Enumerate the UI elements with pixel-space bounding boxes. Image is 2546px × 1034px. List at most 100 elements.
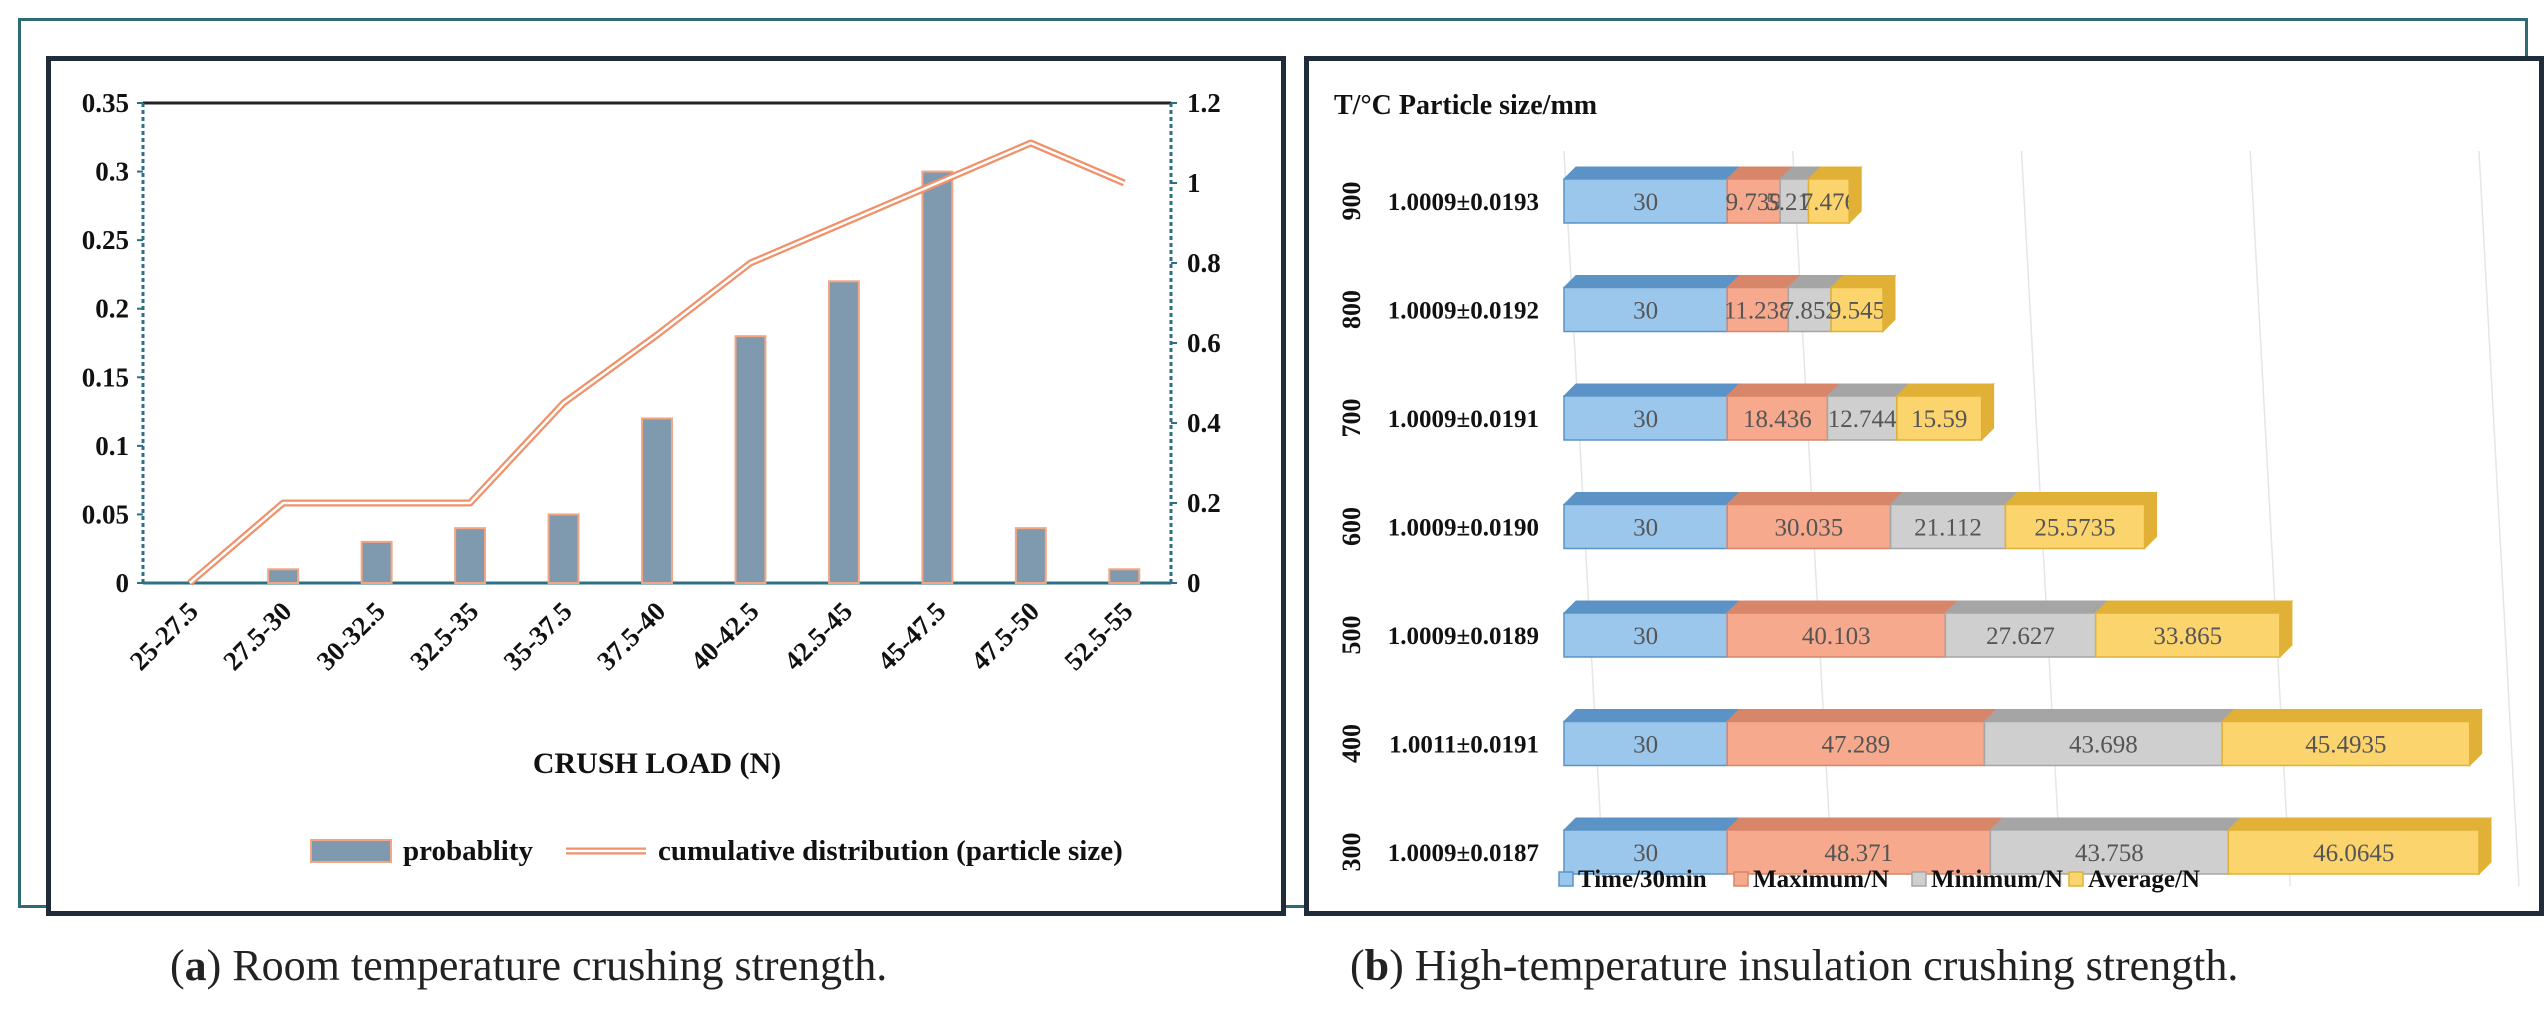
legend-label: Time/30min: [1578, 866, 1707, 893]
bar-segment-top: [2227, 817, 2493, 831]
bar-segment: [1726, 286, 1790, 333]
y-tick-label: 0.25: [82, 225, 129, 255]
bar-segment-top: [1562, 709, 1741, 722]
bar-segment: [1563, 612, 1728, 658]
row-size-label: 1.0009±0.0187: [1388, 840, 1539, 867]
legend-swatch: [1911, 871, 1927, 887]
row-temperature-label: 300: [1337, 833, 1366, 872]
bar-side-face: [2279, 599, 2293, 659]
y-tick-label: 0.1: [95, 431, 129, 461]
y2-tick-label: 0.4: [1187, 408, 1221, 438]
bar: [921, 170, 954, 584]
bar-side-face: [2144, 491, 2158, 550]
x-tick-label: 32.5-35: [404, 596, 484, 676]
row-size-label: 1.0009±0.0192: [1388, 298, 1539, 325]
bar-segment: [1983, 720, 2223, 767]
bar-segment: [1563, 286, 1728, 333]
bar-segment: [2221, 720, 2471, 767]
row-size-label: 1.0011±0.0191: [1389, 732, 1539, 759]
y2-tick-label: 1.2: [1187, 88, 1221, 118]
bar-segment-top: [1725, 383, 1841, 397]
x-axis-label: CRUSH LOAD (N): [533, 747, 781, 780]
bar-segment-top: [1989, 817, 2242, 831]
bar-data-label: 18.436: [1743, 406, 1812, 433]
chart-b: T/°C Particle size/mm 900 1.0009±0.0193 30 9…: [1334, 90, 2520, 893]
bar-segment: [1779, 178, 1810, 224]
bar-segment-top: [1983, 709, 2236, 722]
bar-segment: [1563, 720, 1728, 767]
bar-segment-top: [1725, 600, 1959, 614]
bar-data-label: 11.238: [1724, 298, 1792, 325]
x-tick-label: 35-37.5: [498, 596, 578, 676]
bar: [1014, 527, 1047, 584]
bar-data-label: 27.627: [1986, 623, 2055, 650]
bar-segment: [1726, 612, 1947, 658]
bar-data-label: 40.103: [1802, 623, 1871, 650]
bar-segment: [1563, 178, 1728, 224]
bar-segment-top: [1725, 492, 1904, 505]
y2-tick-label: 0: [1187, 568, 1201, 598]
bar-side-face: [1848, 165, 1862, 225]
bar-segment-top: [1826, 383, 1911, 397]
y-tick-label: 0.35: [82, 88, 129, 118]
bar-segment-top: [1725, 275, 1802, 288]
bar-segment-top: [1725, 709, 1998, 722]
bar-side-face: [2478, 816, 2492, 876]
row-size-label: 1.0009±0.0193: [1388, 189, 1539, 216]
legend-label: Average/N: [2088, 866, 2200, 893]
bar-side-face: [1981, 382, 1995, 442]
y2-tick-label: 0.2: [1187, 488, 1221, 518]
bar-segment-top: [2220, 709, 2483, 722]
caption-a-text: Room temperature crushing strength.: [232, 941, 888, 990]
legend-label-line: cumulative distribution (particle size): [658, 835, 1123, 867]
bar: [267, 568, 300, 584]
bar: [734, 335, 767, 584]
bar-segment-top: [1889, 492, 2019, 505]
x-tick-label: 45-47.5: [872, 596, 952, 676]
bar-data-label: 43.698: [2069, 732, 2138, 759]
y2-tick-label: 1: [1187, 168, 1201, 198]
legend-swatch: [1558, 871, 1574, 887]
row-temperature-label: 900: [1337, 182, 1366, 221]
y-tick-label: 0.05: [82, 499, 129, 529]
bar-data-label: 45.4935: [2305, 732, 2386, 759]
x-tick-label: 40-42.5: [685, 596, 765, 676]
bar-segment-top: [1725, 817, 2004, 831]
bar-segment: [1726, 720, 1986, 767]
row-temperature-label: 800: [1337, 290, 1366, 329]
bar-side-face: [2469, 708, 2483, 767]
figure-frame: 0 0.05 0.1 0.15 0.2 0.25 0.3 0.35 0 0.2 0.4 0.6 0.8 1…: [18, 18, 2544, 916]
bar-data-label: 47.289: [1821, 732, 1890, 759]
bar-data-label: 30: [1633, 406, 1658, 433]
bar: [641, 417, 673, 584]
bar-data-label: 46.0645: [2313, 840, 2394, 867]
bar-segment: [1826, 395, 1898, 441]
bar-segment: [1807, 178, 1850, 224]
bar-segment-top: [2094, 600, 2294, 614]
bar-segment: [1726, 395, 1829, 441]
row-temperature-label: 400: [1337, 724, 1366, 763]
bar-data-label: 21.112: [1914, 515, 1982, 542]
series-line-cumulative-inner: [188, 141, 1125, 584]
bar-data-label: 25.5735: [2034, 515, 2115, 542]
panel-b: T/°C Particle size/mm 900 1.0009±0.0193 30 9…: [1304, 56, 2544, 916]
row-temperature-label: 600: [1337, 507, 1366, 546]
bar-data-label: 30: [1633, 515, 1658, 542]
row-temperature-label: 500: [1337, 616, 1366, 655]
bar: [827, 280, 860, 585]
gridline-perspective: [2478, 150, 2520, 887]
row-size-label: 1.0009±0.0191: [1388, 406, 1539, 433]
x-tick-label: 30-32.5: [311, 596, 391, 676]
row-temperature-label: 700: [1337, 399, 1366, 438]
bar-segment: [1896, 395, 1983, 441]
legend-swatch: [1733, 871, 1749, 887]
x-tick-label: 52.5-55: [1058, 596, 1138, 676]
bar: [547, 513, 580, 584]
bar-data-label: 30: [1633, 298, 1658, 325]
bar-segment: [1563, 829, 1728, 875]
bar-segment: [1989, 829, 2230, 875]
bar-data-label: 9.739: [1726, 189, 1782, 216]
bar: [454, 527, 487, 584]
legend-label: Maximum/N: [1753, 866, 1889, 893]
bar-data-label: 7.476: [1801, 189, 1857, 216]
